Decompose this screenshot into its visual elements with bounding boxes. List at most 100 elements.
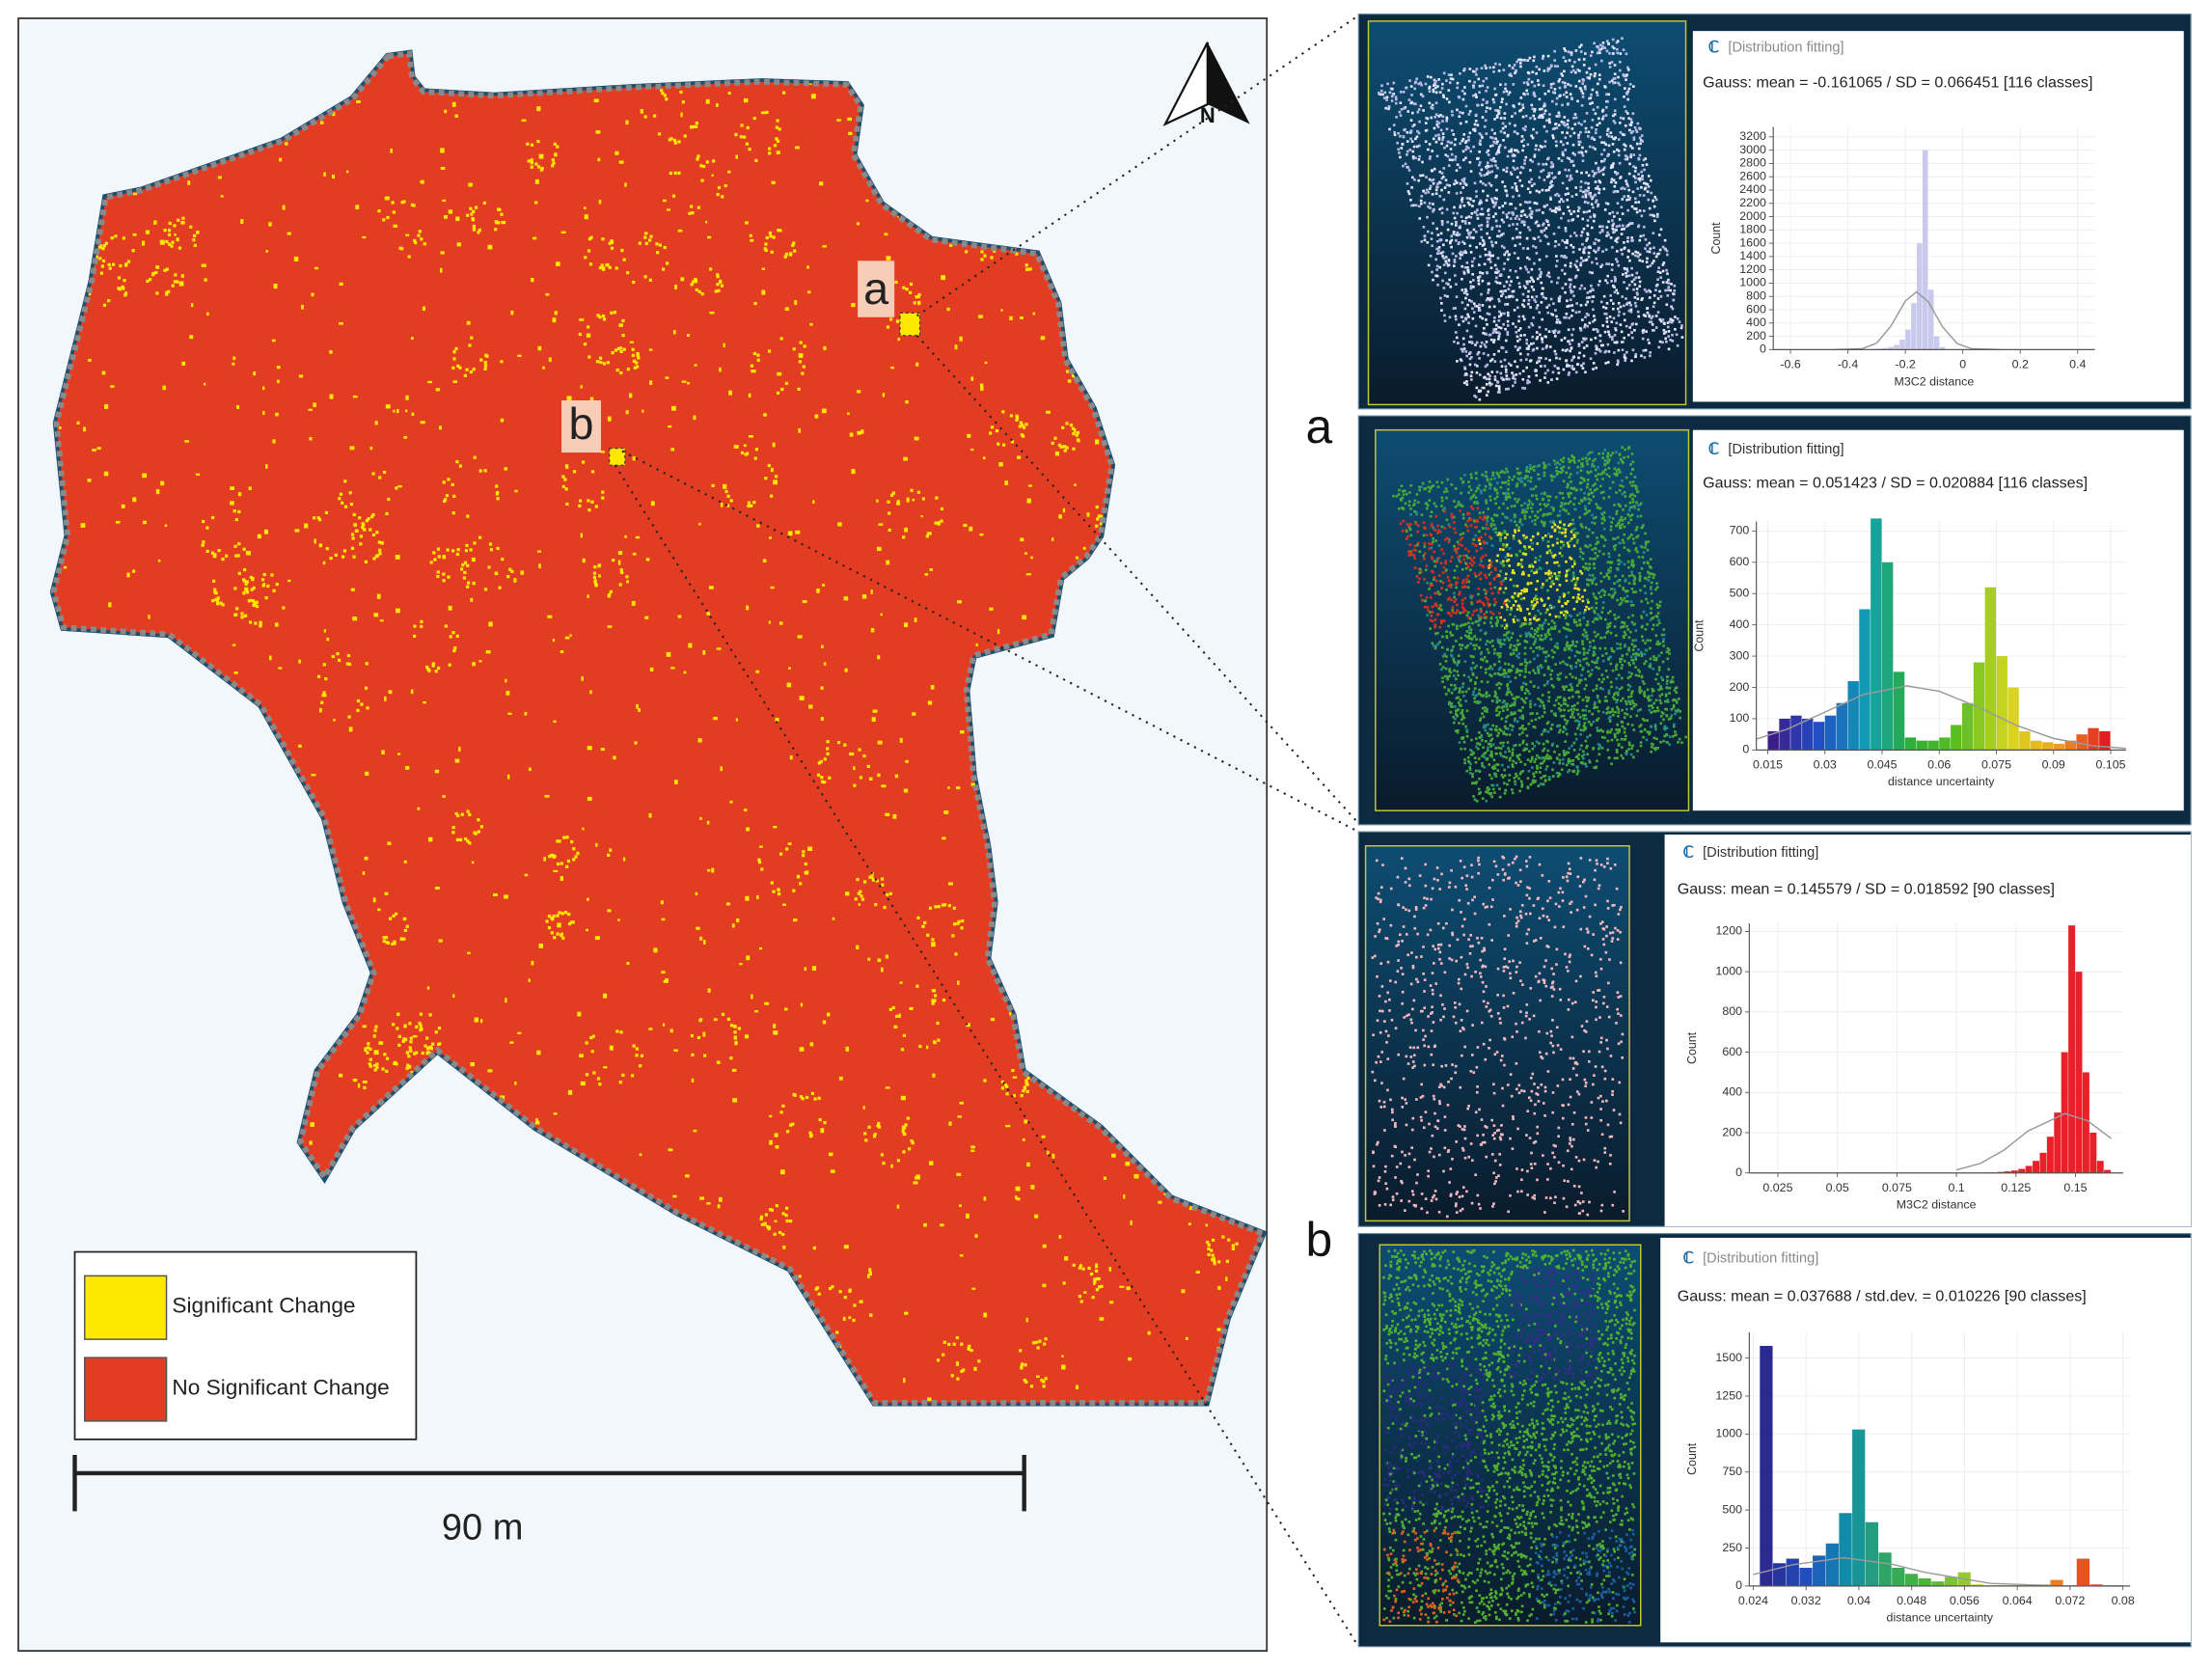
point bbox=[1626, 256, 1629, 259]
speck bbox=[752, 370, 756, 373]
point bbox=[1562, 143, 1565, 147]
speck bbox=[666, 651, 671, 657]
speck bbox=[782, 91, 786, 95]
point bbox=[1562, 56, 1566, 59]
point bbox=[1562, 200, 1565, 204]
point bbox=[1460, 215, 1463, 218]
point bbox=[1470, 285, 1473, 288]
speck bbox=[309, 437, 313, 441]
speck bbox=[500, 212, 504, 216]
speck bbox=[661, 918, 666, 921]
speck bbox=[355, 529, 359, 533]
speck bbox=[743, 135, 747, 139]
speck bbox=[905, 399, 909, 404]
speck bbox=[451, 101, 456, 107]
speck bbox=[98, 245, 102, 249]
speck bbox=[993, 249, 997, 253]
speck bbox=[466, 839, 470, 843]
point bbox=[1558, 95, 1561, 97]
speck bbox=[789, 1220, 793, 1223]
speck bbox=[791, 1122, 795, 1126]
point bbox=[1527, 270, 1530, 274]
speck bbox=[579, 318, 585, 321]
point bbox=[1597, 205, 1599, 208]
speck bbox=[560, 876, 564, 881]
speck bbox=[799, 1095, 804, 1099]
speck bbox=[1078, 1295, 1082, 1299]
point bbox=[1590, 125, 1594, 129]
speck bbox=[163, 268, 167, 272]
point bbox=[1643, 356, 1647, 359]
point bbox=[1584, 181, 1587, 184]
speck bbox=[749, 233, 752, 237]
point bbox=[1511, 115, 1514, 118]
point bbox=[1627, 188, 1631, 192]
speck bbox=[548, 357, 552, 363]
point bbox=[1521, 209, 1525, 212]
speck bbox=[593, 565, 597, 569]
speck bbox=[463, 561, 468, 564]
speck bbox=[639, 1153, 642, 1157]
speck bbox=[462, 576, 467, 580]
point bbox=[1454, 158, 1457, 161]
point bbox=[1564, 193, 1568, 196]
point bbox=[1594, 63, 1598, 67]
speck bbox=[423, 1044, 427, 1048]
point bbox=[1634, 177, 1637, 179]
speck bbox=[967, 1347, 970, 1351]
speck bbox=[352, 555, 356, 559]
speck bbox=[598, 1083, 602, 1086]
point bbox=[1649, 247, 1652, 251]
speck bbox=[587, 594, 589, 598]
point bbox=[1470, 370, 1474, 374]
point bbox=[1640, 134, 1644, 137]
point bbox=[1657, 266, 1660, 269]
point bbox=[1467, 222, 1471, 225]
point bbox=[1544, 328, 1548, 331]
point bbox=[1574, 186, 1577, 189]
speck bbox=[778, 127, 781, 131]
speck bbox=[566, 396, 572, 400]
point bbox=[1437, 115, 1440, 118]
point bbox=[1621, 224, 1625, 228]
point bbox=[1420, 195, 1424, 198]
speck bbox=[619, 1030, 623, 1034]
point bbox=[1598, 170, 1600, 174]
speck bbox=[552, 915, 556, 918]
point bbox=[1632, 165, 1635, 168]
point bbox=[1464, 216, 1468, 220]
point bbox=[1463, 68, 1466, 70]
speck bbox=[1072, 447, 1076, 451]
point bbox=[1512, 195, 1515, 199]
speck bbox=[903, 1311, 909, 1315]
map-label: a bbox=[863, 263, 889, 314]
speck bbox=[210, 551, 215, 555]
point bbox=[1636, 251, 1640, 255]
speck bbox=[810, 1091, 815, 1096]
point bbox=[1609, 299, 1613, 302]
point bbox=[1544, 227, 1548, 230]
point bbox=[1455, 255, 1458, 258]
point bbox=[1518, 235, 1522, 239]
speck bbox=[696, 206, 700, 209]
point bbox=[1572, 294, 1575, 298]
speck bbox=[706, 612, 711, 616]
speck bbox=[375, 1065, 379, 1069]
speck bbox=[802, 850, 806, 854]
speck bbox=[731, 1068, 737, 1072]
speck bbox=[528, 978, 531, 982]
speck bbox=[867, 1274, 870, 1278]
speck bbox=[368, 1062, 371, 1066]
speck bbox=[805, 870, 809, 874]
speck bbox=[733, 1025, 737, 1028]
speck bbox=[930, 684, 935, 690]
point bbox=[1644, 182, 1648, 185]
speck bbox=[398, 246, 402, 250]
point bbox=[1553, 176, 1557, 179]
point bbox=[1534, 221, 1538, 225]
speck bbox=[1210, 1248, 1214, 1252]
point bbox=[1626, 90, 1629, 94]
point bbox=[1528, 201, 1532, 204]
point bbox=[1598, 188, 1601, 191]
point bbox=[1481, 244, 1485, 247]
